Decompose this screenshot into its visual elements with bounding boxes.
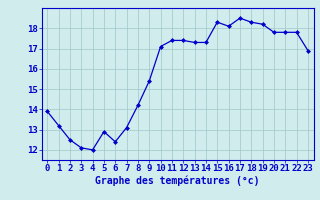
X-axis label: Graphe des températures (°c): Graphe des températures (°c) bbox=[95, 176, 260, 186]
